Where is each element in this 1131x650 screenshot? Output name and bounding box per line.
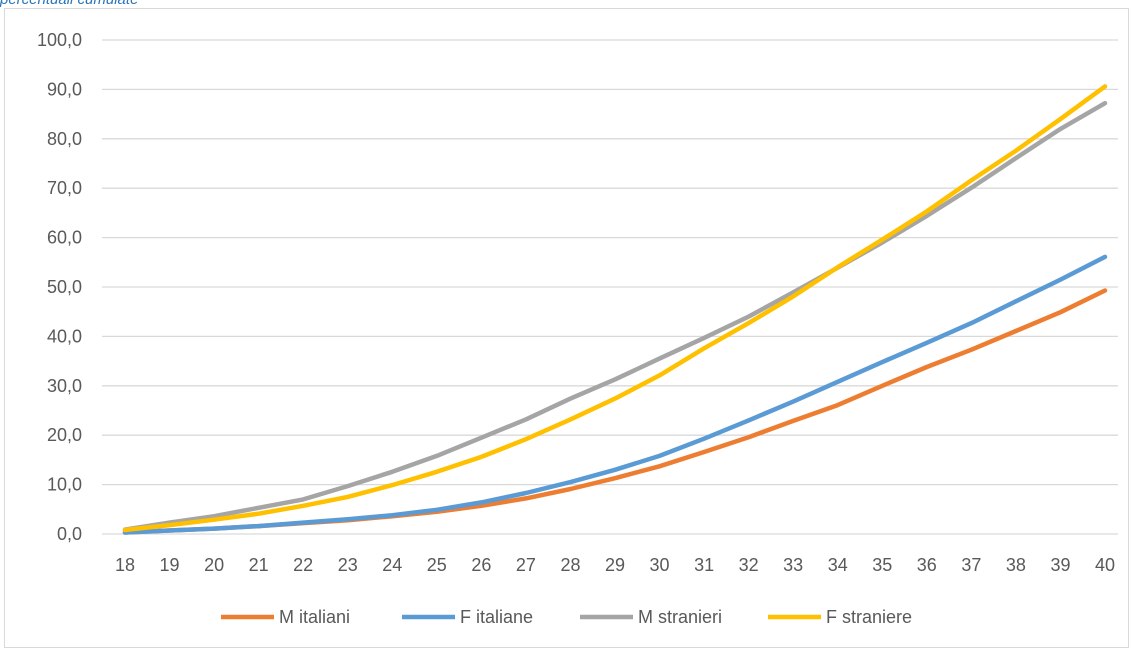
x-tick-label: 21: [249, 555, 269, 575]
series-lines: [122, 84, 1108, 535]
x-tick-label: 29: [605, 555, 625, 575]
x-tick-label: 25: [427, 555, 447, 575]
legend-label: M italiani: [279, 607, 350, 627]
x-tick-label: 39: [1050, 555, 1070, 575]
x-tick-label: 30: [650, 555, 670, 575]
x-tick-label: 23: [338, 555, 358, 575]
y-tick-label: 40,0: [47, 326, 82, 346]
x-tick-label: 31: [694, 555, 714, 575]
x-tick-label: 36: [917, 555, 937, 575]
legend: M italiani F italiane M stranieri F stranie…: [221, 607, 912, 627]
y-tick-label: 70,0: [47, 178, 82, 198]
chart-caption: percentuali cumulate: [0, 0, 138, 8]
x-tick-label: 38: [1006, 555, 1026, 575]
x-tick-label: 26: [471, 555, 491, 575]
series-line: [122, 254, 1108, 535]
legend-label: M stranieri: [638, 607, 722, 627]
x-tick-label: 32: [739, 555, 759, 575]
x-tick-label: 27: [516, 555, 536, 575]
y-tick-label: 60,0: [47, 228, 82, 248]
chart-frame: [4, 8, 1129, 648]
x-tick-label: 22: [293, 555, 313, 575]
y-tick-label: 90,0: [47, 79, 82, 99]
series-line: [122, 84, 1108, 533]
x-tick-label: 40: [1095, 555, 1115, 575]
x-tick-label: 28: [560, 555, 580, 575]
x-tick-label: 34: [828, 555, 848, 575]
y-tick-label: 20,0: [47, 425, 82, 445]
x-tick-label: 24: [382, 555, 402, 575]
x-tick-label: 37: [961, 555, 981, 575]
y-tick-label: 10,0: [47, 475, 82, 495]
legend-label: F straniere: [826, 607, 912, 627]
x-tick-label: 18: [115, 555, 135, 575]
x-axis-tick-labels: 18 19 20 21 22 23 24 25 26 27 28 29 30 31 32 33 34 35 36 37…: [115, 555, 1115, 575]
y-axis-tick-labels: 0,0 10,0 20,0 30,0 40,0 50,0 60,0 70,0 80,0 90,0 1…: [37, 30, 82, 544]
x-tick-label: 35: [872, 555, 892, 575]
y-tick-label: 100,0: [37, 30, 82, 50]
legend-label: F italiane: [460, 607, 533, 627]
y-tick-label: 30,0: [47, 376, 82, 396]
x-tick-label: 33: [783, 555, 803, 575]
y-tick-label: 0,0: [57, 524, 82, 544]
series-line: [122, 100, 1108, 532]
y-tick-label: 80,0: [47, 129, 82, 149]
gridlines: [102, 39, 1118, 535]
x-tick-label: 20: [204, 555, 224, 575]
y-tick-label: 50,0: [47, 277, 82, 297]
x-tick-label: 19: [160, 555, 180, 575]
